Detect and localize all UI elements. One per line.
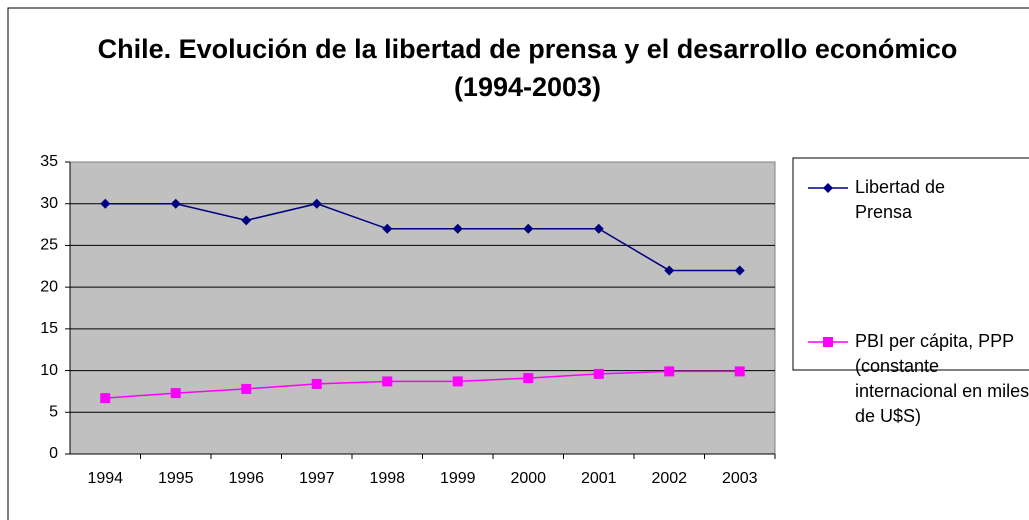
plot-area	[69, 161, 776, 455]
point	[311, 198, 322, 209]
x-tick-label: 1998	[369, 470, 405, 487]
point	[170, 198, 181, 209]
y-tick-label: 35	[40, 153, 58, 170]
point	[734, 265, 745, 276]
point	[452, 223, 463, 234]
series-line	[105, 202, 740, 272]
legend-label: PBI per cápita, PPP (constante internaci…	[855, 331, 1029, 426]
point	[241, 383, 252, 394]
y-tick-label: 15	[40, 320, 58, 337]
x-tick-label: 2001	[581, 470, 617, 487]
legend-marker	[823, 337, 833, 347]
x-tick-label: 2002	[651, 470, 687, 487]
y-tick-label: 30	[40, 195, 58, 212]
point	[311, 378, 322, 389]
point	[593, 368, 604, 379]
x-tick-label: 1994	[87, 470, 123, 487]
x-tick-label: 1996	[228, 470, 264, 487]
legend-box	[792, 157, 1029, 371]
legend-marker	[823, 183, 833, 193]
point	[593, 223, 604, 234]
x-tick-label: 2003	[722, 470, 758, 487]
chart-title: Chile. Evolución de la libertad de prens…	[97, 34, 958, 102]
y-tick-label: 10	[40, 362, 58, 379]
point	[170, 388, 181, 399]
y-tick-label: 20	[40, 278, 58, 295]
point	[241, 215, 252, 226]
point	[100, 198, 111, 209]
point	[100, 393, 111, 404]
point	[523, 373, 534, 384]
x-tick-label: 1997	[299, 470, 335, 487]
point	[452, 376, 463, 387]
point	[664, 366, 675, 377]
y-tick-label: 0	[49, 445, 58, 462]
y-tick-label: 25	[40, 237, 58, 254]
point	[382, 376, 393, 387]
point	[664, 265, 675, 276]
x-tick-label: 1995	[158, 470, 194, 487]
x-tick-label: 2000	[510, 470, 546, 487]
x-tick-label: 1999	[440, 470, 476, 487]
series-line	[105, 370, 740, 399]
y-tick-label: 5	[49, 404, 58, 421]
legend-label: Libertad de Prensa	[855, 177, 946, 222]
point	[382, 223, 393, 234]
point	[523, 223, 534, 234]
point	[734, 366, 745, 377]
